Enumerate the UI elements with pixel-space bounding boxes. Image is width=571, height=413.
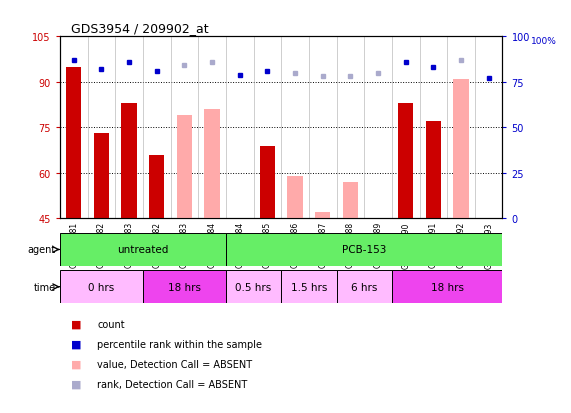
Bar <box>122 104 136 219</box>
Bar <box>343 183 358 219</box>
Bar <box>260 146 275 219</box>
Text: agent: agent <box>27 245 55 255</box>
Bar <box>392 271 502 304</box>
Text: untreated: untreated <box>117 245 168 255</box>
Bar <box>66 67 82 219</box>
Text: count: count <box>97 319 124 329</box>
Text: rank, Detection Call = ABSENT: rank, Detection Call = ABSENT <box>97 379 247 389</box>
Text: value, Detection Call = ABSENT: value, Detection Call = ABSENT <box>97 359 252 369</box>
Text: ■: ■ <box>71 319 82 329</box>
Bar <box>287 176 303 219</box>
Text: ■: ■ <box>71 339 82 349</box>
Bar <box>94 134 109 219</box>
Text: 1.5 hrs: 1.5 hrs <box>291 282 327 292</box>
Bar <box>60 233 226 266</box>
Bar <box>315 213 330 219</box>
Text: 100%: 100% <box>531 37 557 46</box>
Text: 18 hrs: 18 hrs <box>168 282 201 292</box>
Bar <box>336 271 392 304</box>
Bar <box>204 110 220 219</box>
Text: ■: ■ <box>71 379 82 389</box>
Bar <box>453 80 469 219</box>
Text: 0.5 hrs: 0.5 hrs <box>235 282 272 292</box>
Bar <box>282 271 336 304</box>
Bar <box>143 271 226 304</box>
Bar <box>226 271 282 304</box>
Text: 18 hrs: 18 hrs <box>431 282 464 292</box>
Bar <box>177 116 192 219</box>
Bar <box>60 271 143 304</box>
Bar <box>398 104 413 219</box>
Bar <box>426 122 441 219</box>
Text: 0 hrs: 0 hrs <box>89 282 115 292</box>
Text: time: time <box>34 282 55 292</box>
Text: PCB-153: PCB-153 <box>342 245 387 255</box>
Text: 6 hrs: 6 hrs <box>351 282 377 292</box>
Text: GDS3954 / 209902_at: GDS3954 / 209902_at <box>71 22 209 35</box>
Text: percentile rank within the sample: percentile rank within the sample <box>97 339 262 349</box>
Text: ■: ■ <box>71 359 82 369</box>
Bar <box>149 155 164 219</box>
Bar <box>226 233 502 266</box>
